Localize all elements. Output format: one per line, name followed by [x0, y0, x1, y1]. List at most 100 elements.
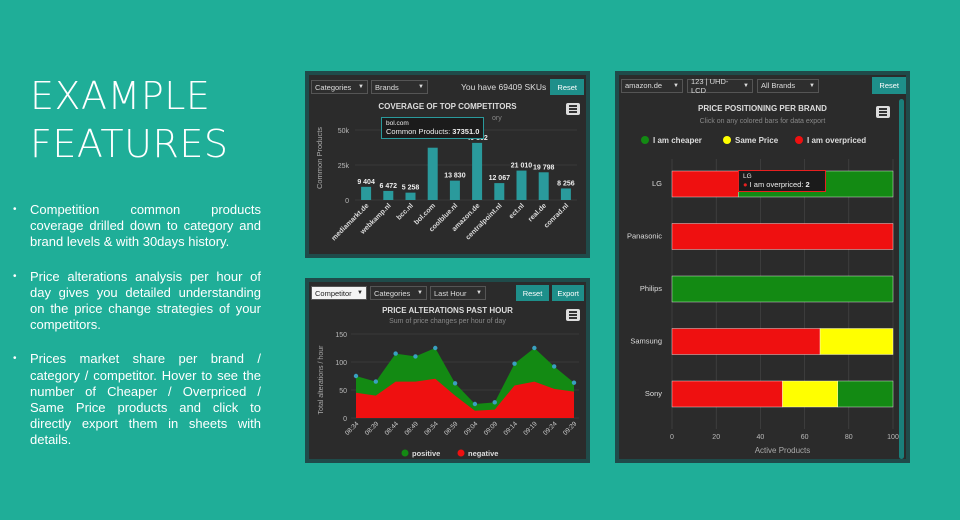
positioning-chart: I am cheaper Same Price I am overpriced 0 20…: [627, 136, 899, 455]
marketplace-dropdown[interactable]: amazon.de ▼: [621, 78, 683, 93]
data-label: 8 256: [557, 180, 575, 187]
x-tick-label: 0: [670, 434, 674, 441]
feature-list: Competition common products coverage dri…: [13, 202, 261, 467]
data-point: [413, 354, 418, 359]
title-line-2: FEATURES: [30, 122, 229, 166]
x-tick-label: 08:44: [384, 420, 401, 437]
x-tick-label: bcc.nl: [396, 202, 415, 221]
chevron-down-icon: ▼: [418, 84, 424, 90]
categories-dropdown[interactable]: Categories ▼: [311, 80, 368, 94]
data-point: [551, 364, 557, 369]
y-axis-label: Total alterations / hour: [318, 345, 325, 415]
brand-dropdown[interactable]: All Brands ▼: [757, 78, 819, 93]
x-tick-label: 09:29: [562, 420, 579, 437]
y-tick-label: 0: [343, 416, 347, 423]
reset-button[interactable]: Reset: [550, 79, 584, 95]
brand-label: LG: [652, 179, 662, 188]
bar: [538, 172, 549, 200]
legend-item: I am overpriced: [807, 136, 866, 145]
time-range-dropdown[interactable]: Last Hour ▼: [430, 286, 486, 300]
bar: [383, 190, 394, 200]
categories-value: Categories: [315, 82, 352, 92]
positioning-chart-subtitle: Click on any colored bars for data expor…: [699, 118, 826, 125]
x-tick-label: 80: [845, 434, 853, 441]
legend-item: Same Price: [735, 136, 779, 145]
coverage-chart-title: COVERAGE OF TOP COMPETITORS: [378, 102, 517, 111]
alterations-chart-title: PRICE ALTERATIONS PAST HOUR: [382, 306, 513, 315]
brand-value: All Brands: [761, 81, 796, 90]
chart-menu-icon[interactable]: [566, 309, 580, 321]
chevron-down-icon: ▼: [673, 82, 679, 89]
data-label: 13 830: [444, 173, 466, 180]
legend-icon: [723, 136, 731, 144]
positioning-tooltip: LG ● I am overpriced: 2: [738, 170, 826, 192]
data-label: 21 010: [511, 163, 533, 170]
data-point: [492, 400, 497, 405]
bar-segment: [782, 380, 838, 408]
legend-icon: [641, 136, 649, 144]
bar-segment: [671, 223, 894, 250]
chart-menu-icon[interactable]: [566, 103, 580, 115]
data-point: [393, 351, 398, 356]
export-button[interactable]: Export: [552, 285, 584, 301]
feature-bullet: Price alterations analysis per hour of d…: [13, 269, 261, 334]
chevron-down-icon: ▼: [358, 84, 364, 90]
legend-negative: negative: [468, 449, 498, 458]
tooltip-dot-icon: ●: [743, 180, 748, 189]
tooltip-value: 37351.0: [452, 127, 480, 136]
y-tick-label: 100: [335, 360, 347, 367]
brand-label: Philips: [640, 284, 662, 293]
category-value: 123 | UHD-LCD: [691, 76, 729, 95]
legend-icon: [795, 136, 803, 144]
bar-segment: [671, 170, 739, 198]
legend-item: I am cheaper: [653, 136, 702, 145]
x-tick-label: 08:54: [423, 420, 440, 437]
categories-value: Categories: [374, 288, 411, 298]
y-axis-label: Common Products: [315, 127, 324, 189]
alterations-panel: Competitor ▼ Categories ▼ Last Hour ▼ Reset…: [305, 278, 590, 463]
tooltip-line: ● I am overpriced: 2: [743, 180, 821, 189]
bar: [494, 183, 505, 200]
competitor-dropdown[interactable]: Competitor ▼: [311, 286, 367, 300]
tooltip-brand: LG: [743, 173, 752, 180]
positioning-chart-title: PRICE POSITIONING PER BRAND: [698, 104, 827, 113]
alterations-chart-subtitle: Sum of price changes per hour of day: [389, 318, 506, 325]
legend-positive-icon: [401, 449, 409, 457]
x-tick-label: 08:49: [403, 420, 420, 437]
bar: [516, 170, 527, 200]
chart-menu-icon[interactable]: [876, 106, 890, 118]
bar: [560, 188, 571, 200]
brands-dropdown[interactable]: Brands ▼: [371, 80, 428, 94]
data-point: [373, 379, 379, 384]
data-point: [452, 381, 458, 386]
bar: [405, 192, 416, 200]
bar: [361, 186, 372, 200]
sku-count: You have 69409 SKUs: [461, 82, 547, 92]
x-axis-label: Active Products: [755, 446, 811, 455]
reset-button[interactable]: Reset: [515, 285, 550, 301]
competitor-value: Competitor: [315, 288, 352, 298]
slide-title: EXAMPLE FEATURES: [30, 72, 228, 168]
x-tick-label: real.de: [527, 202, 548, 223]
categories-dropdown[interactable]: Categories ▼: [370, 286, 427, 300]
positioning-panel: amazon.de ▼ 123 | UHD-LCD ▼ All Brands ▼ Re…: [615, 71, 910, 463]
tooltip-value: 2: [805, 180, 810, 189]
reset-button[interactable]: Reset: [872, 77, 906, 94]
brand-label: Sony: [645, 389, 662, 398]
category-dropdown[interactable]: 123 | UHD-LCD ▼: [687, 76, 753, 95]
data-label: 6 472: [380, 183, 398, 190]
chevron-down-icon: ▼: [476, 290, 482, 296]
data-label: 12 067: [489, 175, 511, 182]
coverage-tooltip: bol.com Common Products: 37351.0: [381, 117, 485, 139]
x-tick-label: 08:59: [443, 420, 460, 437]
brands-value: Brands: [375, 82, 399, 92]
bar: [472, 142, 483, 200]
brand-label: Panasonic: [627, 232, 662, 241]
legend-negative-icon: [457, 449, 465, 457]
bar-segment: [819, 328, 894, 355]
legend-positive: positive: [412, 449, 440, 458]
chevron-down-icon: ▼: [357, 290, 363, 296]
coverage-chart: 0 25k 50k Common Products 9 404 mediamarkt.de…: [315, 127, 577, 242]
scrollbar[interactable]: [899, 99, 904, 459]
